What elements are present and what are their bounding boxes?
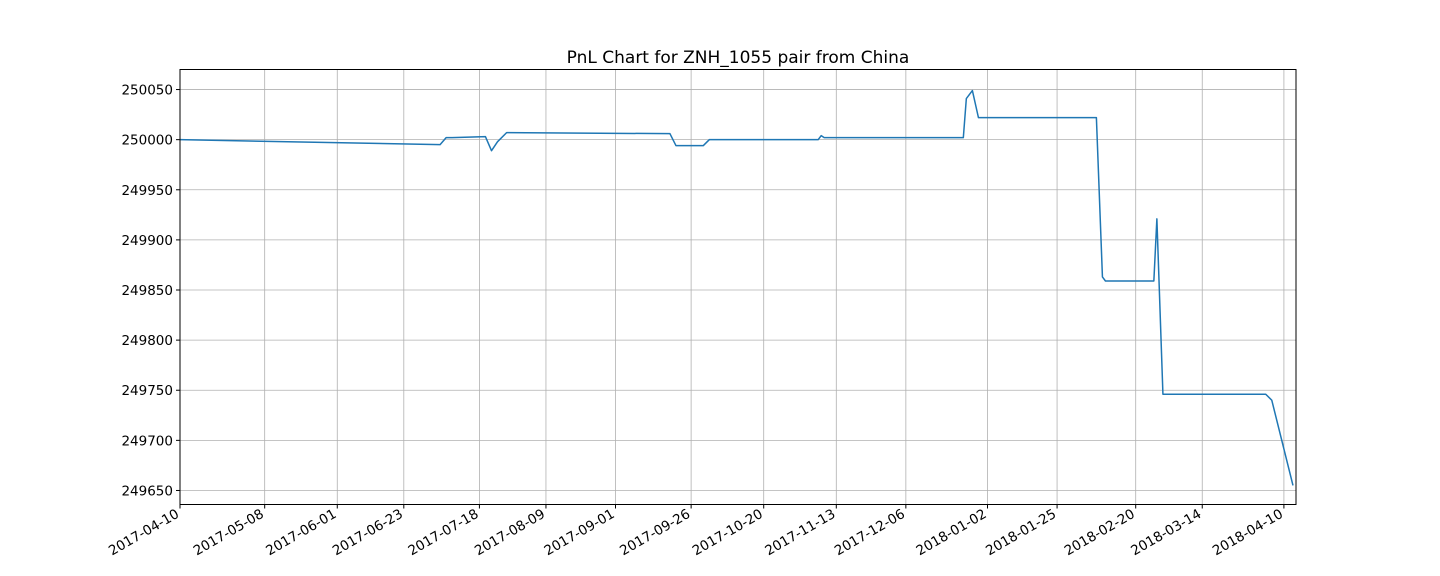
y-tick-label: 249950	[121, 183, 173, 199]
y-tick-label: 249850	[121, 283, 173, 299]
chart-title: PnL Chart for ZNH_1055 pair from China	[567, 48, 910, 68]
y-tick-labels: 249650 249700 249750 249800 249850 249900 2499…	[121, 83, 173, 500]
y-tick-label: 250000	[121, 133, 173, 149]
y-tick-label: 249750	[121, 383, 173, 399]
tick-marks	[176, 89, 1285, 509]
y-tick-label: 249800	[121, 333, 173, 349]
plot-frame	[179, 69, 1297, 505]
y-tick-label: 249900	[121, 233, 173, 249]
y-tick-label: 249700	[121, 433, 173, 449]
pnl-series-line	[179, 89, 1294, 486]
y-tick-label: 250050	[121, 83, 173, 99]
y-tick-label: 249650	[121, 483, 173, 499]
series-layer	[179, 89, 1294, 486]
